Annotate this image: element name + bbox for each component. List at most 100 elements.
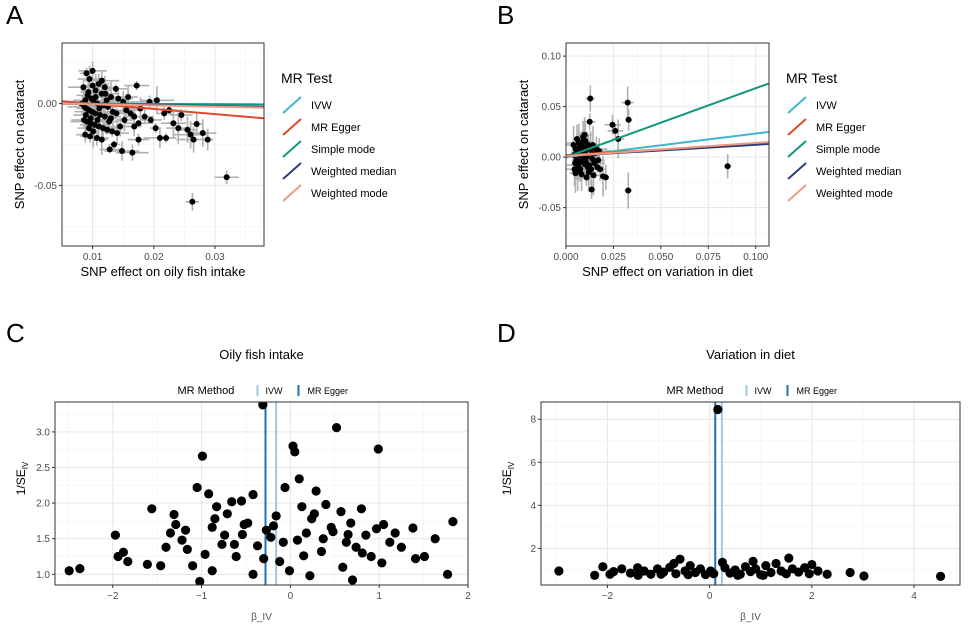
data-point xyxy=(336,507,346,517)
data-point xyxy=(121,116,128,123)
y-axis-label: 1/SEIV xyxy=(500,461,516,495)
data-point xyxy=(299,551,309,561)
x-tick-label: −2 xyxy=(602,591,614,602)
data-point xyxy=(195,576,205,585)
data-point xyxy=(161,542,171,552)
data-point xyxy=(133,82,140,89)
data-point xyxy=(92,94,99,101)
data-point xyxy=(761,561,771,571)
data-point xyxy=(266,532,276,542)
data-point xyxy=(311,486,321,496)
y-axis-label: SNP effect on cataract xyxy=(12,79,27,209)
data-point xyxy=(347,575,358,585)
plot-content xyxy=(62,61,264,211)
data-point xyxy=(94,116,101,123)
data-point xyxy=(184,126,191,133)
data-point xyxy=(200,549,210,559)
legend-label: MR Egger xyxy=(816,122,866,134)
x-axis-label: β_IV xyxy=(740,612,761,623)
data-point xyxy=(113,110,120,117)
x-tick-label: 0.075 xyxy=(696,252,721,263)
data-point xyxy=(379,519,389,530)
data-point xyxy=(114,130,121,137)
data-point xyxy=(102,90,109,97)
data-point xyxy=(581,131,588,138)
y-tick-label: 0.10 xyxy=(542,52,562,63)
legend-label: MR Egger xyxy=(308,386,349,396)
data-point xyxy=(605,569,615,579)
legend-label: Simple mode xyxy=(816,144,880,156)
data-point xyxy=(103,97,110,104)
chart-a: 0.01 0.02 0.03 0.00 -0.05 MR Test IVW MR Egger S… xyxy=(12,42,396,279)
legend-key xyxy=(787,96,807,114)
data-point xyxy=(709,569,719,579)
panel-letter-b: B xyxy=(497,0,515,30)
data-point xyxy=(671,569,681,579)
data-point xyxy=(343,529,353,540)
data-point xyxy=(169,509,179,520)
y-axis-label: SNP effect on cataract xyxy=(516,79,531,209)
y-tick-label: 0.05 xyxy=(542,102,562,113)
data-point xyxy=(758,570,768,580)
data-point xyxy=(278,537,288,547)
legend-key xyxy=(787,118,807,136)
y-tick-label: 1.0 xyxy=(36,570,50,581)
data-point xyxy=(646,569,656,579)
y-tick-label: 3.0 xyxy=(36,427,50,438)
data-point xyxy=(118,547,128,557)
data-point xyxy=(554,566,564,576)
data-point xyxy=(248,569,258,579)
legend-label: Weighted mode xyxy=(311,188,388,200)
data-point xyxy=(294,474,304,484)
legend-key xyxy=(282,140,302,158)
data-point xyxy=(284,566,295,576)
data-point xyxy=(624,99,631,106)
data-point xyxy=(142,559,152,569)
panel-letter-d: D xyxy=(497,318,516,348)
data-point xyxy=(448,517,458,527)
data-point xyxy=(633,570,643,580)
plot-content xyxy=(566,82,769,209)
legend-label: Weighted mode xyxy=(816,188,893,200)
data-point xyxy=(85,89,92,96)
data-point xyxy=(612,127,619,134)
y-tick-label: -0.05 xyxy=(34,181,57,192)
legend-label: Weighted median xyxy=(311,166,396,178)
x-tick-label: 2 xyxy=(809,591,815,602)
data-point xyxy=(346,518,356,528)
data-point xyxy=(385,537,395,547)
plot-area xyxy=(541,402,960,585)
data-point xyxy=(89,82,96,89)
data-point xyxy=(118,148,125,155)
data-point xyxy=(135,136,142,143)
data-point xyxy=(602,174,609,181)
data-point xyxy=(96,112,103,119)
data-point xyxy=(106,146,113,153)
data-point xyxy=(223,174,230,181)
data-point xyxy=(316,546,327,557)
panel-letter-c: C xyxy=(6,318,25,348)
data-point xyxy=(328,526,338,537)
data-point xyxy=(577,158,584,165)
data-point xyxy=(89,67,96,74)
data-point xyxy=(595,157,602,164)
mr-line-weighted-mode xyxy=(62,102,264,109)
data-point xyxy=(625,187,632,194)
data-point xyxy=(625,116,632,123)
data-point xyxy=(822,569,832,579)
data-point xyxy=(188,561,198,571)
x-tick-label: −1 xyxy=(196,591,208,602)
data-point xyxy=(123,556,133,567)
data-point xyxy=(104,126,111,133)
data-point xyxy=(129,149,136,156)
plot-border xyxy=(565,42,770,247)
data-point xyxy=(147,116,154,123)
data-point xyxy=(338,562,348,572)
x-tick-label: 1 xyxy=(376,591,382,602)
data-point xyxy=(588,186,595,193)
data-point xyxy=(258,402,268,410)
x-tick-label: 0.02 xyxy=(144,252,164,263)
data-point xyxy=(189,198,196,205)
data-point xyxy=(90,128,97,135)
plot-content xyxy=(64,402,458,585)
